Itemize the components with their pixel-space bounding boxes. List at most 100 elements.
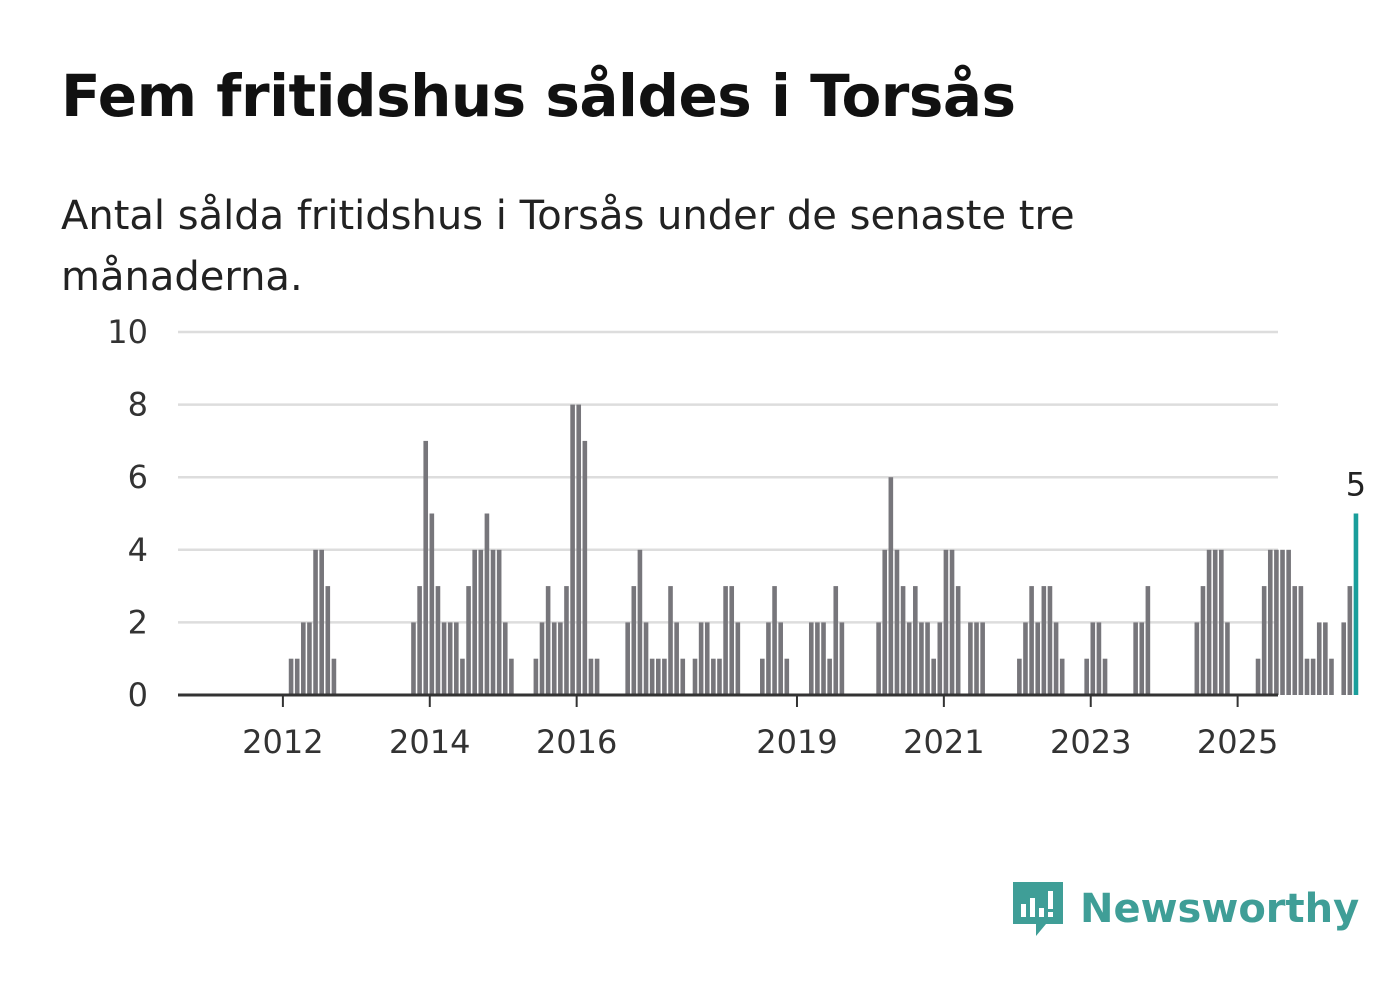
bar — [1212, 549, 1218, 695]
bar — [698, 622, 704, 695]
bar — [1298, 586, 1304, 695]
bar — [1267, 549, 1273, 695]
bar — [1274, 549, 1279, 695]
bar — [1133, 622, 1138, 695]
bar — [1347, 586, 1353, 695]
grid-lines — [178, 330, 1278, 624]
bar — [301, 622, 306, 695]
x-tick-label: 2014 — [389, 723, 470, 761]
bar — [919, 622, 924, 695]
x-tick-label: 2021 — [903, 723, 984, 761]
bar — [490, 549, 496, 695]
bar — [735, 622, 741, 695]
bar — [1329, 658, 1334, 695]
bar — [594, 658, 600, 695]
y-tick-label: 10 — [107, 313, 148, 351]
bar — [1292, 586, 1298, 695]
bar — [980, 622, 985, 695]
bar — [704, 622, 710, 695]
bar — [894, 549, 900, 695]
bar — [539, 622, 545, 695]
bar — [631, 586, 637, 695]
x-tick-label: 2012 — [242, 723, 323, 761]
bar — [582, 440, 588, 695]
bar — [906, 622, 912, 695]
bar — [1096, 622, 1102, 695]
bar — [1304, 658, 1310, 695]
y-tick-label: 6 — [128, 458, 148, 496]
bar — [551, 622, 557, 695]
bar — [1139, 622, 1145, 695]
newsworthy-logo: Newsworthy — [1010, 878, 1359, 940]
bar — [545, 586, 551, 695]
bar — [937, 622, 943, 695]
bar — [900, 586, 906, 695]
bar — [1280, 549, 1285, 695]
bar — [478, 549, 484, 695]
bar — [668, 586, 673, 695]
bar — [943, 549, 949, 695]
bar — [815, 622, 820, 695]
bar — [325, 586, 331, 695]
chart-subtitle: Antal sålda fritidshus i Torsås under de… — [61, 193, 1075, 300]
bar — [294, 658, 300, 695]
highlight-value-label: 5 — [1346, 466, 1366, 504]
x-tick-label: 2016 — [536, 723, 617, 761]
bar — [1341, 622, 1347, 695]
bar — [968, 622, 973, 695]
bar — [417, 586, 422, 695]
bar — [1017, 658, 1022, 695]
bar — [313, 549, 318, 695]
y-tick-label: 4 — [128, 531, 148, 569]
bar — [1041, 586, 1047, 695]
bar — [588, 658, 594, 695]
bar — [833, 586, 839, 695]
bar — [821, 622, 826, 695]
bar — [1035, 622, 1041, 695]
bar — [655, 658, 661, 695]
bar — [778, 622, 783, 695]
bar — [1261, 586, 1267, 695]
bars — [288, 404, 1359, 695]
bar — [411, 622, 416, 695]
bar — [649, 658, 655, 695]
bar — [680, 658, 686, 695]
bar — [692, 658, 698, 695]
bar — [827, 658, 832, 695]
bar — [925, 622, 930, 695]
bar — [974, 622, 979, 695]
bar — [729, 586, 735, 695]
bar — [766, 622, 771, 695]
bar — [808, 622, 814, 695]
bar — [1023, 622, 1028, 695]
x-tick-label: 2023 — [1050, 723, 1131, 761]
bar — [1225, 622, 1230, 695]
bar — [1206, 549, 1212, 695]
bar — [839, 622, 845, 695]
bar — [882, 549, 888, 695]
bar — [466, 586, 471, 695]
highlight-bar — [1353, 513, 1359, 695]
bar — [319, 549, 324, 695]
bar — [913, 586, 918, 695]
y-tick-label: 8 — [128, 386, 148, 424]
x-tick-label: 2025 — [1197, 723, 1278, 761]
bar — [784, 658, 790, 695]
bar — [564, 586, 569, 695]
bar — [460, 658, 465, 695]
axes: 0 2 4 6 8 10 5 2012 2014 2016 2019 2021 2023 2025 — [107, 313, 1366, 761]
bar — [454, 622, 459, 695]
bar — [570, 404, 575, 695]
bar-chart: 0 2 4 6 8 10 5 2012 2014 2016 2019 2021 2023 2025 — [107, 313, 1366, 761]
bar — [760, 658, 765, 695]
bar — [1090, 622, 1096, 695]
bar — [625, 622, 630, 695]
y-tick-label: 0 — [128, 676, 148, 714]
bar — [1102, 658, 1108, 695]
bar — [558, 622, 563, 695]
bar — [331, 658, 337, 695]
bar — [637, 549, 643, 695]
bar — [1194, 622, 1200, 695]
bar — [1323, 622, 1328, 695]
bar — [643, 622, 649, 695]
